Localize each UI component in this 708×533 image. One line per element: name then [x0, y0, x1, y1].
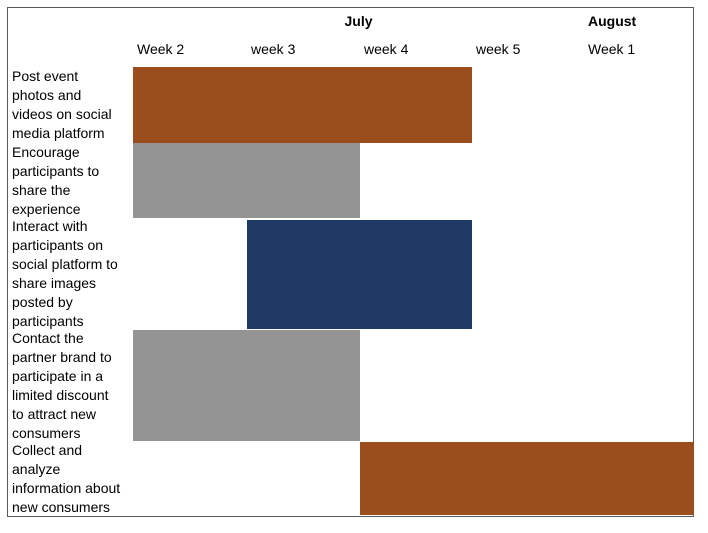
chart-frame — [7, 7, 694, 517]
task-bar-4 — [133, 330, 360, 441]
task-label-4: Contact the partner brand to participate… — [12, 330, 112, 441]
week-label-week-1: Week 1 — [588, 41, 636, 57]
month-label-july: July — [344, 13, 373, 29]
task-bar-3 — [247, 220, 472, 329]
week-label-week-5: week 5 — [476, 41, 521, 57]
week-label-week-2: Week 2 — [137, 41, 185, 57]
task-label-2: Encourage participants to share the expe… — [12, 143, 100, 217]
task-bar-5 — [360, 442, 694, 515]
task-label-1: Post event photos and videos on social m… — [12, 68, 112, 141]
month-label-august: August — [588, 13, 637, 29]
week-label-week-3: week 3 — [251, 41, 296, 57]
week-label-week-4: week 4 — [364, 41, 409, 57]
task-label-5: Collect and analyze information about ne… — [12, 441, 121, 515]
task-bar-2 — [133, 143, 360, 218]
task-label-3: Interact with participants on social pla… — [12, 218, 118, 329]
task-bar-1 — [133, 67, 472, 143]
